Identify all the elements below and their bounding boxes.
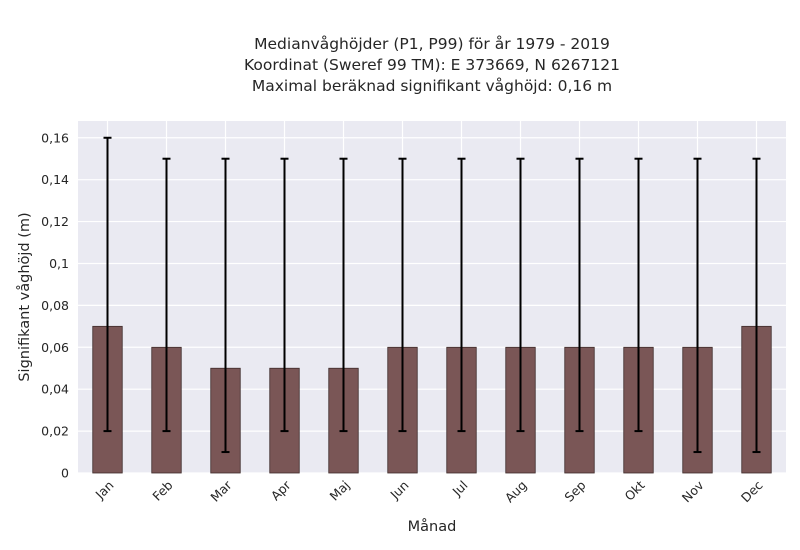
x-tick-label: Maj [327, 478, 353, 504]
y-tick-label: 0,12 [41, 214, 69, 229]
chart-title: Medianvåghöjder (P1, P99) för år 1979 - … [78, 34, 786, 97]
x-tick-label: Apr [268, 477, 295, 504]
y-axis-ticks: 0 0,02 0,04 0,06 0,08 0,1 0,12 0,14 0,16 [41, 130, 69, 480]
x-axis-label: Månad [408, 518, 457, 535]
chart-title-line-1: Medianvåghöjder (P1, P99) för år 1979 - … [254, 35, 610, 53]
y-tick-label: 0,1 [49, 256, 69, 271]
y-tick-label: 0,06 [41, 340, 69, 355]
plot-background [78, 121, 786, 473]
y-tick-label: 0 [61, 466, 69, 481]
error-bars [103, 136, 761, 454]
x-tick-label: Jan [92, 478, 117, 503]
x-tick-label: Dec [738, 477, 766, 505]
x-tick-label: Nov [679, 477, 707, 505]
chart-title-line-2: Koordinat (Sweref 99 TM): E 373669, N 62… [244, 56, 620, 74]
x-tick-label: Feb [149, 477, 175, 503]
y-tick-label: 0,14 [41, 172, 69, 187]
x-tick-label: Jul [449, 478, 471, 500]
x-tick-label: Mar [207, 477, 235, 505]
chart-title-line-3: Maximal beräknad signifikant våghöjd: 0,… [251, 77, 613, 95]
y-tick-label: 0,08 [41, 298, 69, 313]
x-axis-ticks: Jan Feb Mar Apr Maj Jun Jul Aug Sep Okt Nov Dec [92, 477, 766, 505]
x-tick-label: Aug [502, 478, 530, 506]
y-tick-label: 0,16 [41, 130, 69, 145]
x-tick-label: Sep [561, 477, 588, 504]
x-tick-label: Okt [621, 477, 647, 503]
y-axis-label: Signifikant våghöjd (m) [16, 212, 33, 381]
y-tick-label: 0,04 [41, 382, 69, 397]
x-tick-label: Jun [386, 478, 411, 503]
y-tick-label: 0,02 [41, 424, 69, 439]
